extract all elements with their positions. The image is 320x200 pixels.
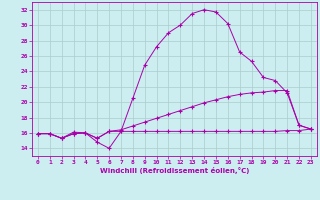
X-axis label: Windchill (Refroidissement éolien,°C): Windchill (Refroidissement éolien,°C): [100, 167, 249, 174]
